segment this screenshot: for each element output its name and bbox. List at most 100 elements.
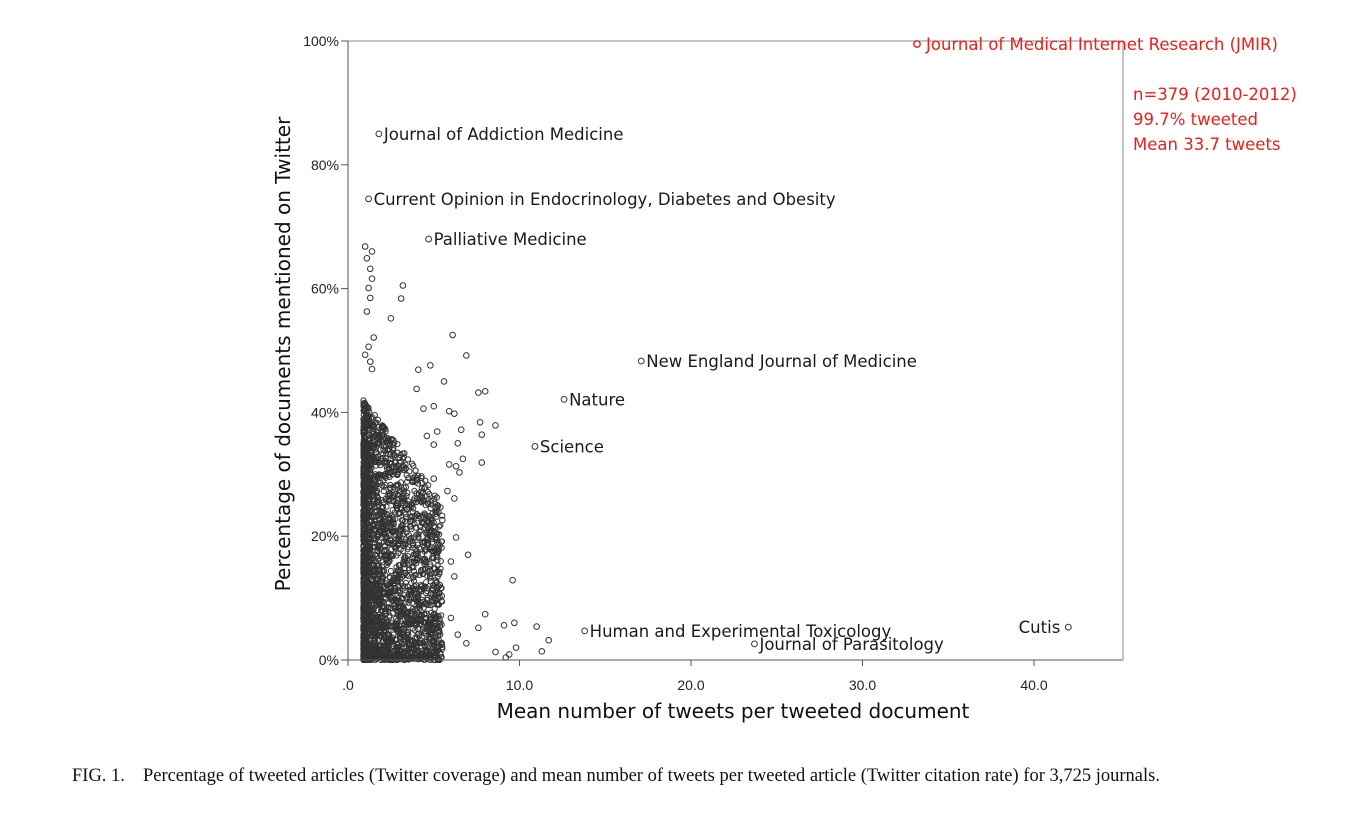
data-point bbox=[387, 481, 394, 489]
data-point bbox=[362, 635, 369, 642]
data-point bbox=[367, 591, 374, 599]
data-point bbox=[375, 471, 383, 478]
data-point bbox=[378, 519, 385, 527]
data-point bbox=[363, 580, 371, 587]
data-point-label: Journal of Parasitology bbox=[758, 635, 944, 654]
data-point bbox=[401, 649, 408, 656]
data-point bbox=[437, 522, 444, 529]
data-point bbox=[445, 461, 453, 468]
data-point bbox=[427, 578, 434, 585]
data-point bbox=[382, 426, 389, 433]
data-point bbox=[415, 366, 422, 373]
data-point bbox=[388, 588, 395, 596]
data-point bbox=[393, 644, 400, 652]
data-point bbox=[429, 544, 436, 551]
jmir-stat-line: 99.7% tweeted bbox=[1133, 110, 1258, 129]
data-point bbox=[365, 524, 372, 531]
data-point bbox=[392, 545, 399, 552]
data-point bbox=[397, 626, 404, 633]
data-point bbox=[412, 655, 419, 662]
data-point bbox=[381, 529, 388, 536]
data-point bbox=[481, 388, 489, 395]
data-point bbox=[427, 571, 434, 578]
data-point bbox=[421, 483, 429, 491]
data-point bbox=[390, 497, 397, 504]
data-point bbox=[397, 608, 404, 615]
data-point bbox=[424, 651, 432, 658]
data-point bbox=[361, 646, 368, 653]
data-point bbox=[374, 573, 381, 580]
data-point bbox=[399, 455, 406, 462]
data-point bbox=[411, 534, 418, 541]
data-point bbox=[380, 631, 387, 638]
data-point bbox=[364, 453, 371, 460]
labeled-data-point bbox=[365, 195, 372, 203]
data-point bbox=[437, 565, 444, 572]
data-point bbox=[404, 593, 411, 601]
data-point bbox=[418, 475, 425, 482]
data-point bbox=[362, 596, 369, 604]
data-point bbox=[431, 605, 438, 612]
data-point bbox=[383, 503, 390, 510]
data-point bbox=[403, 614, 410, 622]
data-point bbox=[449, 331, 456, 339]
data-point bbox=[492, 648, 499, 656]
data-point bbox=[454, 631, 462, 638]
x-axis-title: Mean number of tweets per tweeted docume… bbox=[497, 699, 970, 723]
data-point bbox=[411, 627, 418, 634]
data-point bbox=[423, 493, 430, 500]
data-point bbox=[371, 562, 378, 569]
data-point bbox=[360, 430, 367, 437]
data-point bbox=[400, 531, 407, 538]
data-point bbox=[403, 525, 410, 533]
data-point bbox=[410, 462, 417, 469]
data-point bbox=[430, 636, 437, 643]
data-point bbox=[388, 435, 395, 443]
data-point bbox=[432, 536, 439, 543]
data-point bbox=[405, 655, 413, 663]
data-point bbox=[384, 644, 391, 652]
data-point bbox=[421, 560, 428, 567]
data-point bbox=[422, 589, 429, 597]
data-point-label: Science bbox=[540, 437, 604, 456]
data-point bbox=[393, 571, 400, 578]
data-point bbox=[372, 639, 379, 646]
data-point bbox=[395, 641, 402, 648]
labeled-points: Journal of Addiction Medicine Current Opi… bbox=[365, 125, 1072, 654]
data-point bbox=[384, 551, 391, 559]
data-point bbox=[399, 282, 407, 289]
data-point bbox=[459, 455, 467, 463]
x-tick-label: 20.0 bbox=[677, 677, 704, 693]
data-point bbox=[366, 542, 373, 549]
data-point bbox=[414, 551, 421, 558]
data-point bbox=[386, 492, 393, 499]
data-point bbox=[391, 452, 398, 459]
data-point bbox=[383, 651, 390, 658]
data-point bbox=[424, 499, 432, 506]
data-point bbox=[388, 460, 395, 467]
data-point bbox=[381, 424, 388, 431]
data-point bbox=[399, 602, 406, 609]
data-point-label: Cutis bbox=[1019, 618, 1061, 637]
data-point bbox=[439, 512, 446, 519]
data-point bbox=[373, 623, 380, 630]
data-point bbox=[426, 567, 433, 575]
plot-frame bbox=[347, 40, 1124, 661]
jmir-marker bbox=[913, 40, 921, 48]
data-point bbox=[476, 419, 484, 426]
data-point bbox=[423, 512, 430, 520]
data-point bbox=[364, 588, 371, 595]
data-point bbox=[394, 617, 401, 624]
data-point bbox=[374, 562, 381, 570]
data-point bbox=[374, 607, 381, 614]
data-point bbox=[419, 566, 427, 573]
data-point bbox=[368, 453, 375, 461]
data-point bbox=[478, 431, 486, 438]
data-point bbox=[397, 506, 404, 513]
data-point bbox=[428, 616, 435, 623]
data-point bbox=[404, 489, 411, 496]
data-point bbox=[421, 630, 428, 637]
data-point bbox=[400, 558, 407, 565]
data-point bbox=[413, 385, 420, 393]
